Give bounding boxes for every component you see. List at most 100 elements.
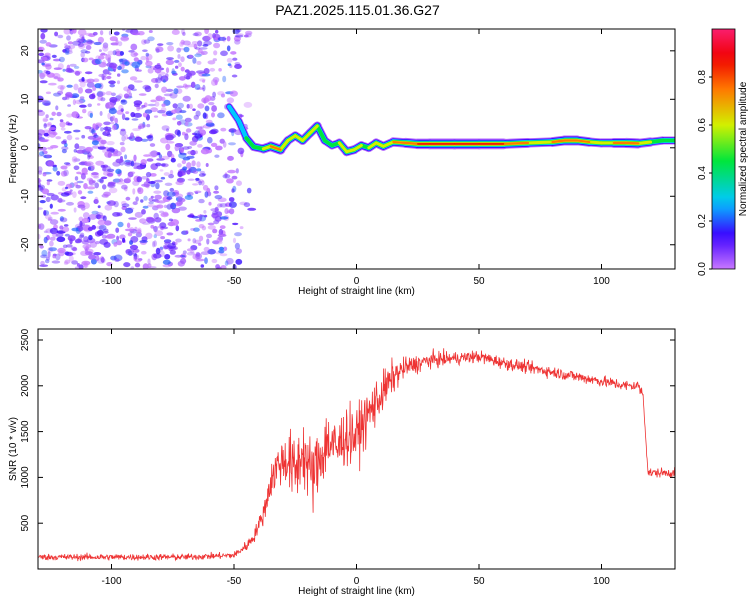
noise-speckle xyxy=(141,39,147,45)
noise-speckle xyxy=(197,40,203,47)
noise-speckle xyxy=(202,173,207,176)
noise-speckle xyxy=(89,241,98,248)
noise-speckle xyxy=(127,232,133,237)
chart-title: PAZ1.2025.115.01.36.G27 xyxy=(275,2,440,18)
noise-speckle xyxy=(114,258,120,262)
noise-speckle xyxy=(161,103,166,107)
noise-speckle xyxy=(93,78,100,83)
noise-speckle xyxy=(247,207,257,211)
noise-speckle xyxy=(166,57,174,61)
ridge-segment xyxy=(404,141,419,146)
noise-speckle xyxy=(62,139,67,144)
noise-speckle xyxy=(215,29,219,34)
noise-speckle xyxy=(154,217,162,223)
noise-speckle xyxy=(200,180,205,186)
noise-speckle xyxy=(39,245,44,249)
noise-speckle xyxy=(182,166,188,171)
noise-speckle xyxy=(53,92,62,97)
noise-speckle xyxy=(156,71,166,76)
noise-speckle xyxy=(144,85,152,93)
noise-speckle xyxy=(168,174,175,179)
noise-speckle xyxy=(72,191,77,199)
noise-speckle xyxy=(100,257,105,263)
noise-speckle xyxy=(245,30,253,36)
noise-speckle xyxy=(95,212,103,217)
noise-speckle xyxy=(120,35,129,42)
noise-speckle xyxy=(95,214,102,220)
noise-speckle xyxy=(91,164,95,170)
noise-speckle xyxy=(89,112,93,119)
noise-speckle xyxy=(226,97,235,104)
noise-speckle xyxy=(74,266,80,269)
noise-speckle xyxy=(171,29,180,35)
noise-speckle xyxy=(107,112,111,120)
ridge-segment xyxy=(308,124,319,135)
noise-speckle xyxy=(211,258,218,264)
noise-speckle xyxy=(200,251,210,256)
noise-speckle xyxy=(39,200,46,204)
noise-speckle xyxy=(130,266,135,269)
noise-speckle xyxy=(123,262,131,268)
noise-speckle xyxy=(81,77,85,82)
noise-speckle xyxy=(88,155,94,159)
noise-speckle xyxy=(119,142,125,146)
noise-speckle xyxy=(104,146,110,151)
ridge-segment xyxy=(293,134,305,142)
ridge-segment xyxy=(624,141,640,145)
noise-speckle xyxy=(97,179,104,183)
noise-speckle xyxy=(44,214,52,220)
noise-speckle xyxy=(100,255,105,262)
noise-speckle xyxy=(141,104,146,108)
noise-speckle xyxy=(40,29,48,33)
noise-speckle xyxy=(184,133,189,141)
noise-speckle xyxy=(214,185,219,191)
noise-speckle xyxy=(65,93,73,98)
noise-speckle xyxy=(163,93,173,97)
noise-speckle xyxy=(72,99,76,106)
noise-speckle xyxy=(38,109,43,113)
noise-speckle xyxy=(223,246,228,251)
top-x-tick-label: 0 xyxy=(354,276,360,287)
noise-speckle xyxy=(213,50,218,56)
noise-speckle xyxy=(62,226,70,233)
noise-speckle xyxy=(148,201,154,205)
noise-speckle xyxy=(73,129,81,133)
noise-speckle xyxy=(111,92,116,97)
noise-speckle xyxy=(40,260,45,266)
noise-speckle xyxy=(212,91,217,98)
noise-speckle xyxy=(83,183,88,190)
noise-speckle xyxy=(103,191,111,197)
noise-speckle xyxy=(170,157,176,163)
noise-speckle xyxy=(177,102,184,109)
noise-speckle xyxy=(141,176,149,180)
noise-speckle xyxy=(126,88,131,94)
noise-speckle xyxy=(42,99,51,106)
noise-speckle xyxy=(182,40,191,46)
noise-speckle xyxy=(82,57,89,63)
noise-speckle xyxy=(144,109,153,114)
noise-speckle xyxy=(110,153,119,157)
ridge-segment xyxy=(502,141,530,145)
noise-speckle xyxy=(169,169,174,175)
noise-speckle xyxy=(49,240,54,247)
noise-speckle xyxy=(202,35,211,42)
noise-speckle xyxy=(187,178,195,181)
noise-speckle xyxy=(82,244,92,249)
noise-speckle xyxy=(42,172,47,177)
noise-speckle xyxy=(77,146,86,150)
noise-speckle xyxy=(148,30,153,33)
noise-speckle xyxy=(180,66,185,72)
noise-speckle xyxy=(107,168,115,172)
noise-speckle xyxy=(73,158,81,162)
noise-speckle xyxy=(129,171,136,175)
noise-speckle xyxy=(60,127,66,131)
noise-speckle xyxy=(179,110,187,114)
noise-speckle xyxy=(95,160,105,166)
top-x-tick-label: 100 xyxy=(593,276,610,287)
noise-speckle xyxy=(121,135,126,142)
noise-speckle xyxy=(56,111,62,117)
noise-speckle xyxy=(43,132,49,137)
noise-speckle xyxy=(61,146,69,151)
noise-speckle xyxy=(185,128,192,133)
noise-speckle xyxy=(177,47,186,51)
